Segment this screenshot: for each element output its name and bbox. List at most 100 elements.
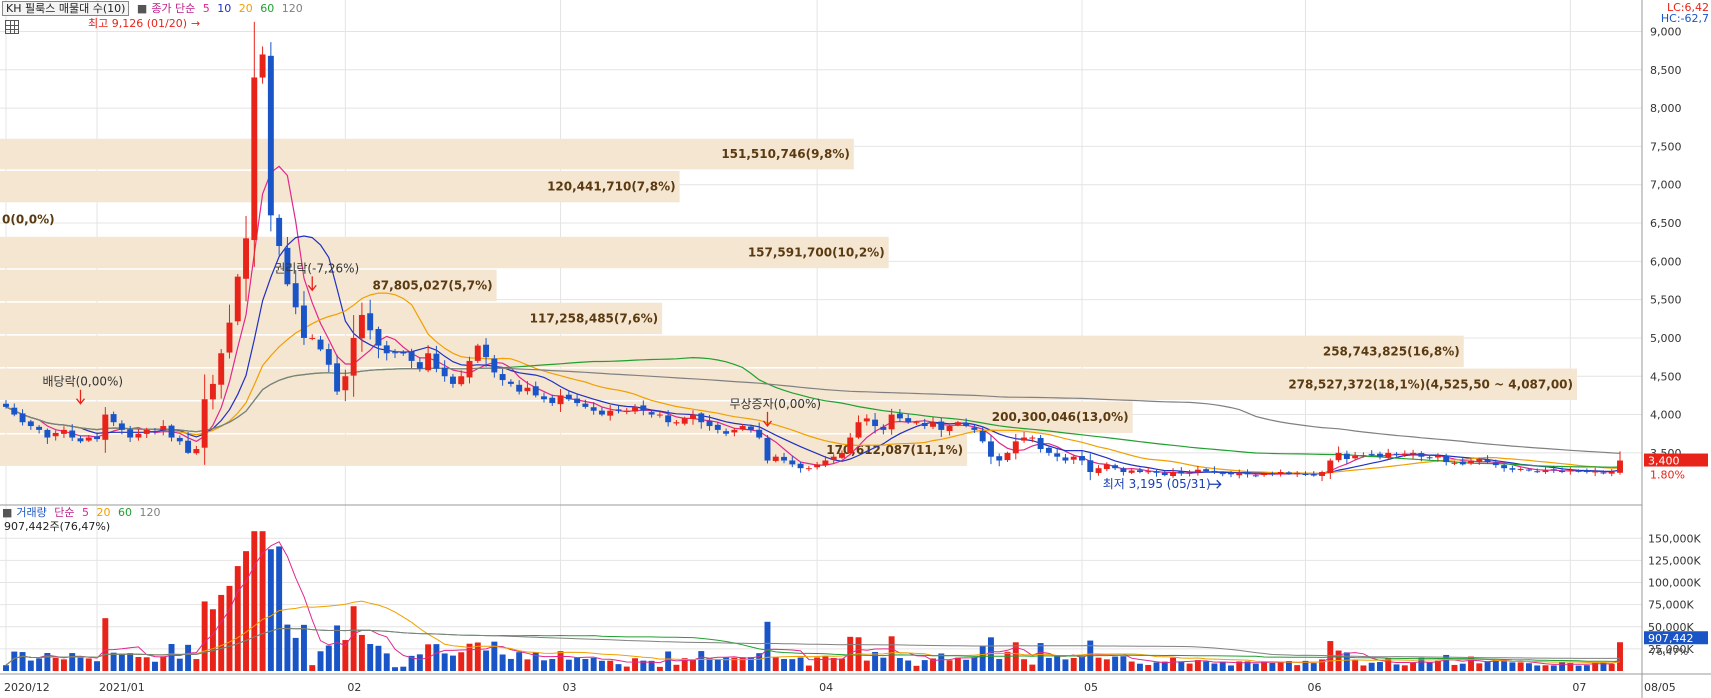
candle-body [532, 386, 539, 396]
candle-body [1178, 471, 1185, 474]
x-tick-label: 05 [1084, 681, 1098, 694]
grid-icon[interactable] [5, 20, 19, 34]
candle-body [317, 339, 324, 350]
volume-bar [483, 650, 490, 671]
vol-ma-period-20[interactable]: 20 [96, 506, 111, 519]
profile-bar [0, 138, 854, 170]
volume-ma-line-120 [5, 627, 1621, 666]
candle-body [11, 407, 18, 415]
profile-bar [0, 434, 968, 466]
volume-bar [1170, 657, 1177, 671]
volume-ma-label: 단순 [54, 506, 75, 519]
candle-body [1509, 468, 1516, 470]
volume-bar [317, 651, 324, 671]
volume-bar [789, 659, 796, 671]
volume-bar [1501, 660, 1508, 671]
x-tick-label: 02 [347, 681, 361, 694]
volume-bar [416, 654, 423, 671]
candle-body [1476, 458, 1483, 462]
ma-period-60[interactable]: 60 [260, 2, 275, 15]
volume-current: 907,442주(76,47%) [4, 520, 111, 533]
volume-tick-label: 150,000K [1648, 532, 1701, 545]
ma-period-20[interactable]: 20 [238, 2, 253, 15]
candle-body [1095, 468, 1102, 473]
volume-bar [1211, 663, 1218, 671]
candle-body [673, 422, 680, 424]
volume-bar [963, 659, 970, 671]
candle-body [36, 426, 43, 430]
volume-bar [905, 660, 912, 671]
volume-bar [1186, 663, 1193, 671]
volume-bar [1484, 661, 1491, 671]
ma-period-10[interactable]: 10 [217, 2, 232, 15]
current-price-label: 3,400 [1648, 455, 1680, 468]
volume-bar [1583, 665, 1590, 671]
volume-bar [1575, 665, 1582, 671]
y-tick-label: 4,500 [1650, 370, 1682, 383]
volume-bar [27, 660, 34, 671]
candle-body [1451, 462, 1458, 464]
vol-ma-period-120[interactable]: 120 [139, 506, 161, 519]
volume-bar [623, 666, 630, 671]
candle-body [1252, 475, 1259, 477]
candle-body [1534, 471, 1541, 473]
x-tick-label: 06 [1307, 681, 1321, 694]
volume-bar [565, 659, 572, 671]
volume-bar [681, 658, 688, 671]
candle-body [392, 352, 398, 354]
volume-bar [814, 657, 821, 671]
candle-body [971, 427, 978, 430]
x-tick-label: 07 [1572, 681, 1586, 694]
candle-body [474, 345, 481, 361]
volume-bar [731, 657, 738, 671]
volume-bar [1401, 665, 1408, 671]
candle-body [1211, 470, 1218, 473]
volume-bar [1136, 663, 1143, 671]
candle-body [243, 238, 249, 279]
ma-period-120[interactable]: 120 [281, 2, 303, 15]
volume-bar [342, 640, 349, 671]
candle-body [1385, 452, 1392, 458]
volume-bar [1252, 663, 1259, 671]
volume-bar [218, 594, 225, 671]
ticker-label[interactable]: KH 필룩스 매물대 수(10) [2, 1, 130, 16]
volume-bar [226, 585, 233, 671]
volume-bar [1037, 643, 1044, 671]
candle-body [218, 353, 225, 385]
vol-ma-period-5[interactable]: 5 [82, 506, 90, 519]
event-arrow [307, 276, 317, 292]
vol-ma-period-60[interactable]: 60 [118, 506, 133, 519]
candle-body [913, 422, 920, 424]
candle-body [905, 418, 912, 423]
candle-body [507, 381, 514, 384]
volume-bar [690, 659, 696, 671]
volume-bar [590, 657, 597, 671]
profile-label: 87,805,027(5,7%) [372, 278, 492, 292]
volume-bar [805, 665, 812, 671]
volume-bar [772, 657, 779, 671]
volume-bar [201, 601, 208, 671]
profile-label: 278,527,372(18,1%)(4,525,50 ~ 4,087,00) [1288, 377, 1573, 391]
candle-body [1426, 457, 1433, 459]
current-change-label: 1.80% [1650, 469, 1685, 482]
volume-bar [301, 624, 307, 671]
candle-body [449, 376, 456, 384]
candle-body [1021, 437, 1028, 441]
volume-bar [888, 636, 895, 671]
candle-body [259, 54, 266, 78]
candle-body [375, 328, 382, 346]
volume-bar [1062, 659, 1069, 671]
candle-body [1170, 472, 1177, 477]
volume-bar [160, 656, 167, 671]
volume-bar [458, 652, 465, 671]
candle-body [896, 413, 903, 419]
candle-body [781, 456, 787, 461]
ma-period-5[interactable]: 5 [202, 2, 210, 15]
volume-bar [60, 659, 67, 671]
volume-bar [383, 653, 390, 671]
candle-body [1062, 457, 1069, 461]
candle-body [325, 349, 332, 365]
candle-body [176, 437, 183, 442]
volume-bar [648, 660, 655, 671]
volume-bar [1070, 657, 1077, 671]
